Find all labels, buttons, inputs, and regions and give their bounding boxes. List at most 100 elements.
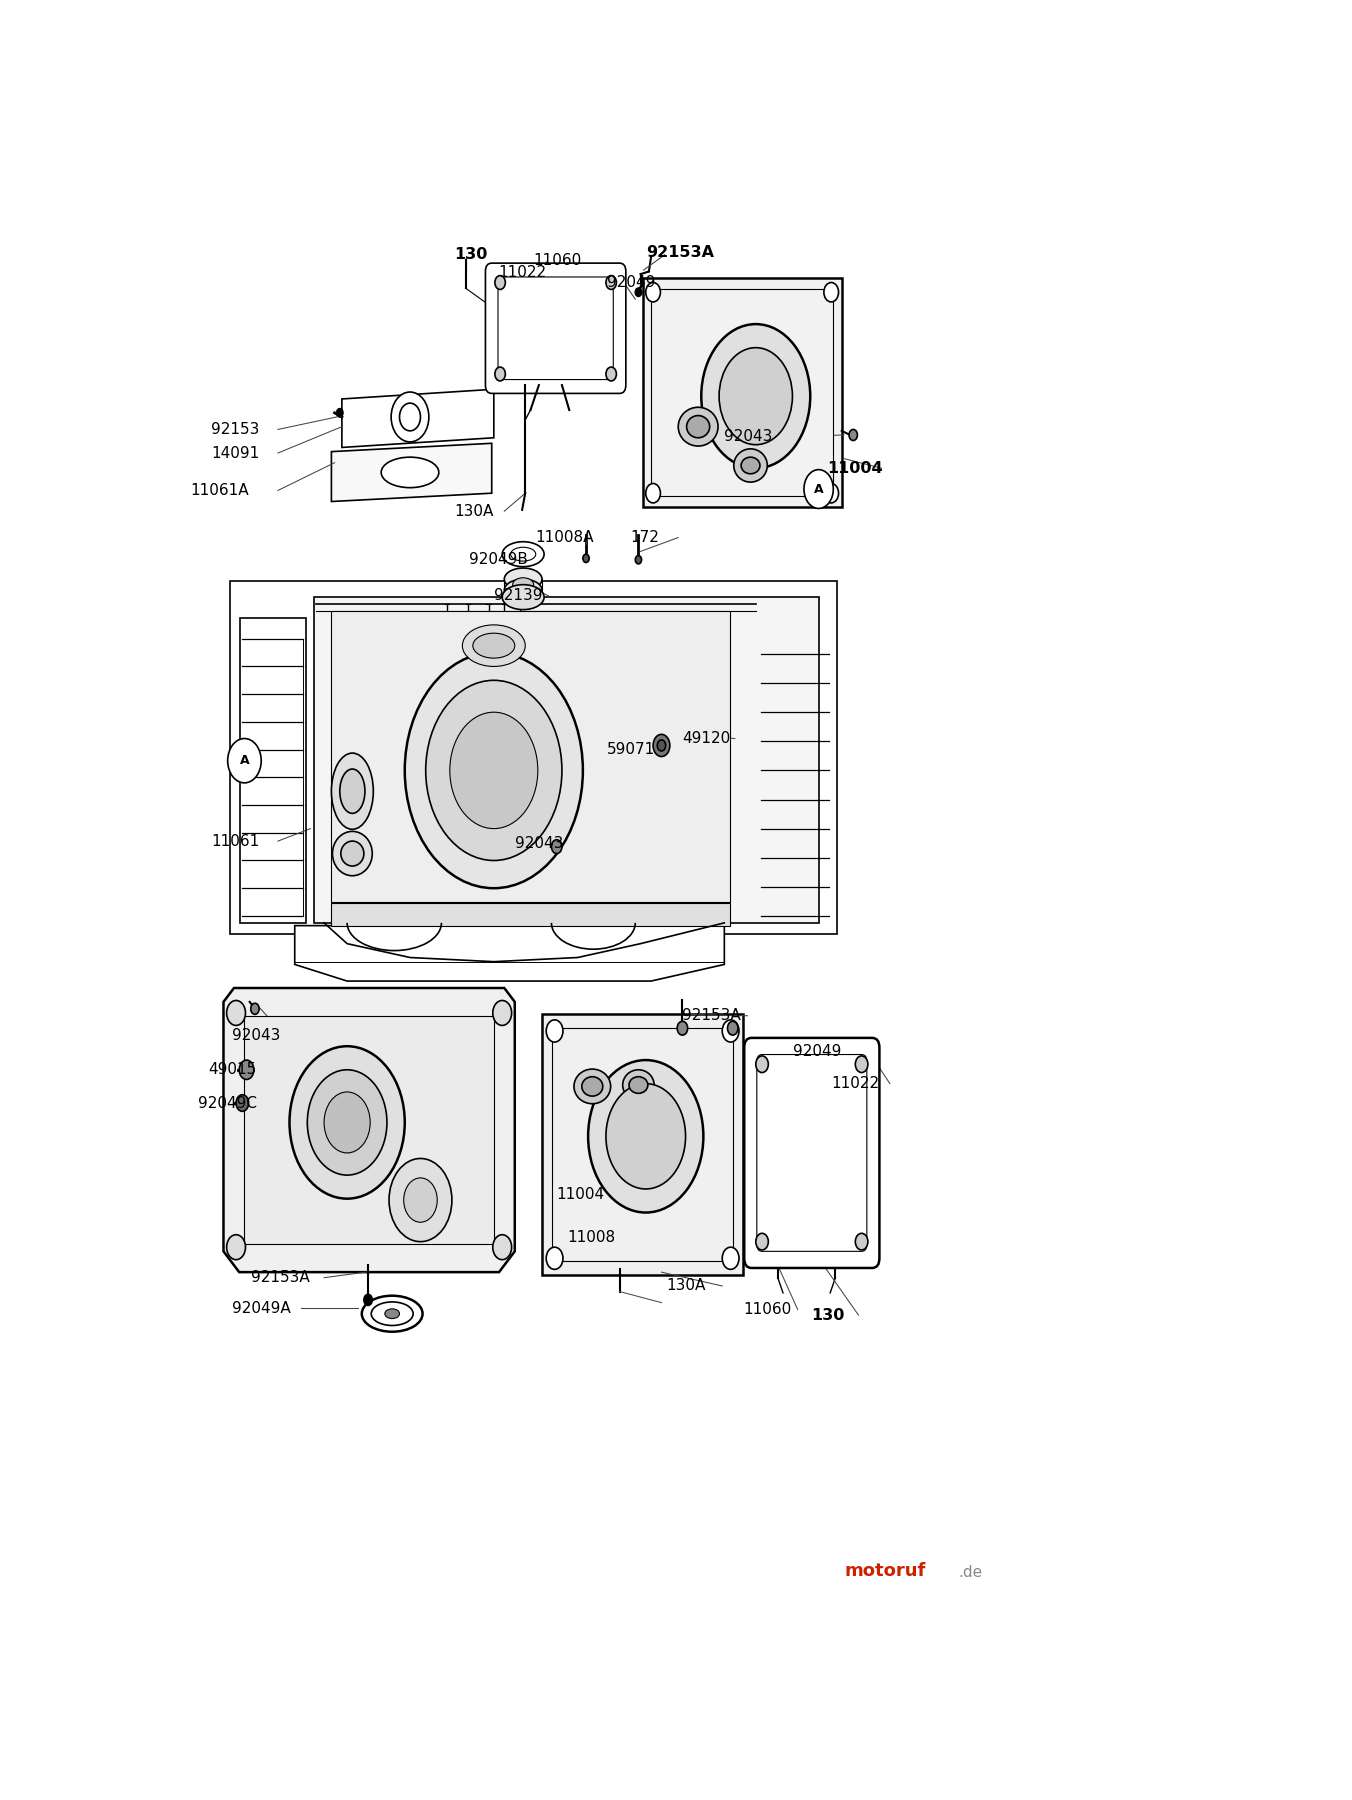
Text: 130A: 130A — [454, 504, 493, 518]
Circle shape — [646, 283, 660, 302]
Text: 11008: 11008 — [568, 1229, 615, 1246]
Text: 11061A: 11061A — [189, 482, 249, 499]
Circle shape — [426, 680, 562, 860]
Circle shape — [364, 1294, 372, 1305]
Text: 11004: 11004 — [557, 1186, 604, 1202]
Circle shape — [635, 288, 642, 297]
Circle shape — [492, 1001, 511, 1026]
Text: 92153: 92153 — [211, 421, 260, 437]
Bar — [331, 610, 730, 902]
Text: 92043: 92043 — [233, 1028, 280, 1042]
Circle shape — [756, 1057, 768, 1073]
Circle shape — [583, 554, 589, 562]
FancyBboxPatch shape — [744, 1039, 879, 1267]
Circle shape — [227, 1235, 246, 1260]
Text: 92049A: 92049A — [233, 1301, 291, 1316]
Ellipse shape — [687, 416, 710, 437]
Ellipse shape — [341, 841, 364, 866]
Circle shape — [389, 1159, 452, 1242]
Ellipse shape — [512, 578, 534, 592]
Ellipse shape — [679, 407, 718, 446]
Ellipse shape — [581, 1076, 603, 1096]
Circle shape — [546, 1247, 562, 1269]
Circle shape — [722, 1021, 740, 1042]
Circle shape — [324, 1093, 370, 1154]
Ellipse shape — [504, 580, 542, 601]
Circle shape — [646, 484, 660, 502]
Ellipse shape — [734, 448, 768, 482]
Circle shape — [289, 1046, 404, 1199]
Circle shape — [804, 470, 833, 508]
Circle shape — [400, 403, 420, 430]
Bar — [241, 617, 307, 923]
Text: motoruf: motoruf — [845, 1562, 926, 1580]
Text: .de: .de — [959, 1564, 982, 1580]
Circle shape — [849, 430, 857, 441]
Circle shape — [606, 367, 617, 382]
Circle shape — [450, 713, 538, 828]
Circle shape — [823, 484, 838, 502]
Circle shape — [823, 283, 838, 302]
Ellipse shape — [339, 769, 365, 814]
Ellipse shape — [741, 457, 760, 473]
Circle shape — [653, 734, 669, 756]
Circle shape — [722, 1247, 740, 1269]
Bar — [652, 290, 833, 497]
Circle shape — [391, 392, 429, 443]
Ellipse shape — [575, 1069, 611, 1103]
Text: 92153A: 92153A — [250, 1271, 310, 1285]
Ellipse shape — [473, 634, 515, 659]
Text: 92043: 92043 — [515, 837, 564, 851]
Ellipse shape — [331, 752, 373, 830]
Text: 11022: 11022 — [831, 1076, 879, 1091]
Circle shape — [227, 1001, 246, 1026]
Circle shape — [727, 1021, 738, 1035]
Ellipse shape — [385, 1309, 400, 1319]
Ellipse shape — [372, 1301, 414, 1325]
Text: 92049: 92049 — [607, 275, 656, 290]
Text: 92049: 92049 — [794, 1044, 842, 1058]
Circle shape — [495, 275, 506, 290]
Ellipse shape — [502, 585, 544, 610]
Circle shape — [702, 324, 810, 468]
Text: 11060: 11060 — [534, 252, 581, 268]
Text: 130A: 130A — [667, 1278, 706, 1294]
Text: 92049C: 92049C — [199, 1096, 257, 1111]
Ellipse shape — [381, 457, 439, 488]
Bar — [542, 1015, 744, 1274]
Bar — [642, 279, 842, 508]
FancyBboxPatch shape — [485, 263, 626, 394]
Circle shape — [856, 1057, 868, 1073]
Ellipse shape — [504, 569, 542, 590]
Ellipse shape — [362, 1296, 423, 1332]
Circle shape — [250, 1003, 260, 1015]
Polygon shape — [342, 389, 493, 448]
Ellipse shape — [511, 547, 535, 562]
Text: 92049B: 92049B — [469, 553, 527, 567]
Circle shape — [756, 1233, 768, 1249]
Circle shape — [546, 1021, 562, 1042]
FancyBboxPatch shape — [498, 277, 614, 380]
Ellipse shape — [462, 625, 525, 666]
FancyBboxPatch shape — [757, 1055, 867, 1251]
Text: 11060: 11060 — [744, 1301, 791, 1318]
Text: 11008A: 11008A — [535, 529, 595, 545]
Text: A: A — [239, 754, 249, 767]
Circle shape — [307, 1069, 387, 1175]
Text: 49120: 49120 — [683, 731, 730, 745]
Bar — [553, 1028, 733, 1262]
Text: 130: 130 — [811, 1307, 845, 1323]
Text: 59071: 59071 — [607, 742, 656, 758]
Text: 14091: 14091 — [211, 446, 260, 461]
Circle shape — [606, 275, 617, 290]
Ellipse shape — [333, 832, 372, 877]
Text: 49015: 49015 — [208, 1062, 256, 1076]
Circle shape — [492, 1235, 511, 1260]
Bar — [314, 598, 818, 923]
Text: 92043: 92043 — [725, 428, 773, 445]
Bar — [331, 904, 730, 925]
Text: 11022: 11022 — [498, 265, 546, 281]
Text: 92139: 92139 — [493, 589, 542, 603]
Text: 11061: 11061 — [211, 833, 260, 848]
Circle shape — [239, 1060, 254, 1080]
